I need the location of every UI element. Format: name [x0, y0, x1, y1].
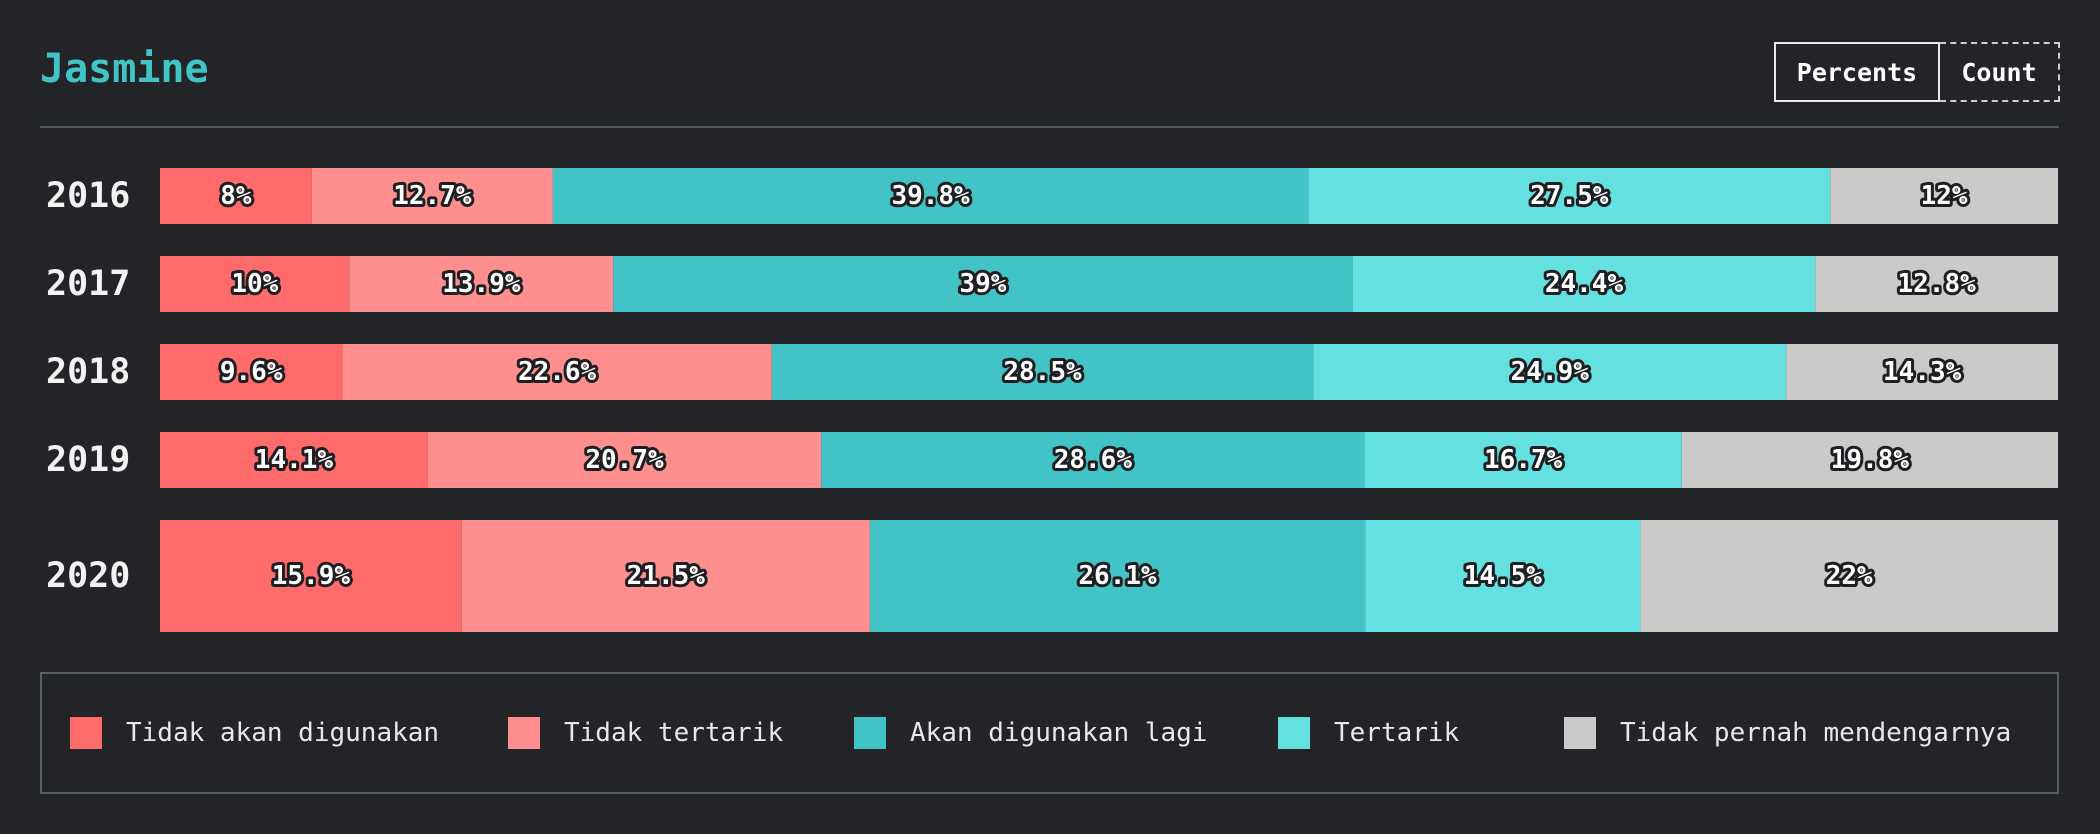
legend-item[interactable]: Tidak pernah mendengarnya [1564, 674, 2011, 792]
chart-title: Jasmine [40, 46, 209, 92]
bar-segment[interactable] [1365, 520, 1641, 632]
data-label: 22.6% [518, 357, 597, 387]
data-label: 14.5% [1464, 561, 1543, 591]
bar-segment[interactable] [1308, 168, 1831, 224]
legend-item[interactable]: Tidak tertarik [508, 674, 783, 792]
bar-segment[interactable] [311, 168, 553, 224]
data-label: 24.9% [1511, 357, 1590, 387]
legend-item[interactable]: Akan digunakan lagi [854, 674, 1207, 792]
bar-segment[interactable] [160, 432, 428, 488]
legend-item[interactable]: Tidak akan digunakan [70, 674, 439, 792]
bar-segment[interactable] [1352, 256, 1816, 312]
bar-segment[interactable] [160, 520, 462, 632]
bar-segment[interactable] [1313, 344, 1787, 400]
count-button[interactable]: Count [1940, 42, 2060, 102]
legend-swatch [854, 717, 886, 749]
category-label: 2019 [46, 440, 130, 480]
legend-swatch [1278, 717, 1310, 749]
bar-segment[interactable] [821, 432, 1365, 488]
bar-segment[interactable] [427, 432, 822, 488]
bar-segment[interactable] [160, 344, 343, 400]
legend-swatch [70, 717, 102, 749]
legend-label: Tertarik [1334, 718, 1460, 748]
data-label: 14.3% [1883, 357, 1962, 387]
legend-label: Akan digunakan lagi [910, 718, 1208, 748]
bar-segment[interactable] [160, 256, 350, 312]
bar-segment[interactable] [160, 168, 312, 224]
data-label: 16.7% [1484, 445, 1563, 475]
data-label: 12% [1921, 181, 1968, 211]
chart-legend: Tidak akan digunakan Tidak tertarik Akan d… [40, 672, 2059, 794]
legend-swatch [1564, 717, 1596, 749]
data-label: 14.1% [255, 445, 334, 475]
data-label: 12.7% [393, 181, 472, 211]
data-label: 13.9% [442, 269, 521, 299]
legend-label: Tidak tertarik [564, 718, 784, 748]
category-label: 2017 [46, 264, 130, 304]
data-label: 21.5% [627, 561, 706, 591]
bar-segment[interactable] [552, 168, 1309, 224]
bar-segment[interactable] [1786, 344, 2058, 400]
data-label: 39% [959, 269, 1006, 299]
bar-segment[interactable] [1815, 256, 2058, 312]
percents-button[interactable]: Percents [1774, 42, 1940, 102]
data-label: 12.8% [1898, 269, 1977, 299]
bar-segment[interactable] [771, 344, 1314, 400]
bar-segment[interactable] [869, 520, 1366, 632]
display-mode-toggle: Percents Count [1774, 42, 2060, 102]
legend-item[interactable]: Tertarik [1278, 674, 1459, 792]
data-label: 19.8% [1831, 445, 1910, 475]
bar-segment[interactable] [1640, 520, 2058, 632]
legend-label: Tidak pernah mendengarnya [1620, 718, 2012, 748]
data-label: 15.9% [272, 561, 351, 591]
category-label: 2020 [46, 556, 130, 596]
data-label: 9.6% [220, 357, 283, 387]
category-label: 2018 [46, 352, 130, 392]
stacked-bar-chart: 2016 8% 12.7% 39.8% 27.5% 12% 2017 10% 13.9% 39% 2… [46, 168, 2058, 632]
legend-label: Tidak akan digunakan [126, 718, 440, 748]
bar-segment[interactable] [1364, 432, 1682, 488]
data-label: 24.4% [1545, 269, 1624, 299]
data-label: 22% [1826, 561, 1873, 591]
bar-segment[interactable] [1681, 432, 2058, 488]
bar-segment[interactable] [1830, 168, 2058, 224]
data-label: 27.5% [1530, 181, 1609, 211]
bar-segment[interactable] [461, 520, 870, 632]
data-label: 26.1% [1078, 561, 1157, 591]
bar-segment[interactable] [342, 344, 772, 400]
category-label: 2016 [46, 176, 130, 216]
data-label: 39.8% [891, 181, 970, 211]
data-label: 28.6% [1054, 445, 1133, 475]
header-divider [40, 126, 2059, 128]
legend-swatch [508, 717, 540, 749]
data-label: 28.5% [1003, 357, 1082, 387]
data-label: 8% [220, 181, 252, 211]
data-label: 20.7% [585, 445, 664, 475]
bar-segment[interactable] [349, 256, 614, 312]
bar-segment[interactable] [613, 256, 1353, 312]
data-label: 10% [231, 269, 278, 299]
